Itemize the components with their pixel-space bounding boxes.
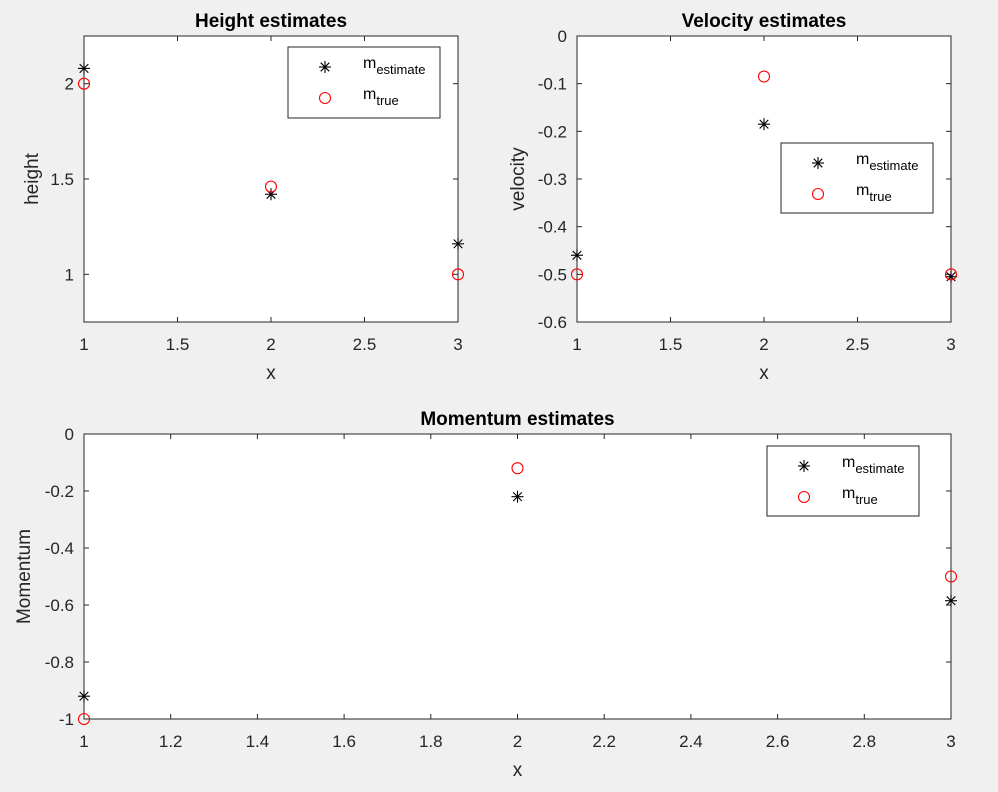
true-point — [77, 712, 91, 726]
y-axis-label: velocity — [508, 147, 529, 211]
y-tick-label: -0.8 — [45, 653, 74, 672]
y-tick-label: -0.2 — [45, 482, 74, 501]
legend-label-main: m — [856, 151, 869, 168]
x-tick-label: 1 — [79, 335, 88, 354]
momentum-chart: 1 1.2 1.4 1.6 1.8 2 2.2 2.4 2.6 2.8 3 -1 -0.8 -0.6 -0.… — [14, 409, 958, 781]
true-point — [757, 70, 771, 83]
estimate-point — [945, 594, 957, 607]
y-tick-label: -0.5 — [538, 265, 567, 284]
y-tick-label: 2 — [65, 75, 74, 94]
chart-title: Height estimates — [195, 11, 347, 32]
estimate-point — [78, 690, 90, 703]
y-tick-label: 0 — [65, 425, 74, 444]
legend-true-marker — [797, 490, 811, 504]
legend-label-main: m — [842, 485, 855, 502]
x-tick-label: 1 — [79, 732, 88, 751]
estimate-point — [571, 249, 583, 262]
x-axis-label: x — [266, 363, 276, 384]
legend-label-main: m — [856, 182, 869, 199]
legend-label-sub: true — [376, 93, 398, 108]
legend-label-main: m — [363, 55, 376, 72]
y-axis-label: height — [22, 152, 43, 204]
legend-entry-label: mestimate — [842, 454, 904, 476]
estimate-point — [945, 270, 957, 283]
x-tick-label: 2.5 — [353, 335, 377, 354]
x-tick-label: 3 — [946, 335, 955, 354]
chart-title: Velocity estimates — [682, 11, 847, 32]
true-point — [77, 77, 91, 90]
y-tick-label: -0.6 — [45, 596, 74, 615]
legend-entry-label: mestimate — [856, 151, 918, 173]
legend-label-sub: true — [855, 492, 877, 507]
x-tick-label: 2 — [266, 335, 275, 354]
x-tick-label: 1.2 — [159, 732, 183, 751]
estimate-point — [511, 490, 524, 503]
estimate-point — [452, 237, 464, 250]
legend-label-sub: true — [869, 189, 891, 204]
legend-label-main: m — [842, 454, 855, 471]
chart-title: Momentum estimates — [420, 409, 614, 430]
legend-entry-label: mtrue — [856, 182, 892, 204]
x-tick-label: 2.6 — [766, 732, 790, 751]
true-point — [264, 180, 278, 193]
true-point — [570, 268, 584, 281]
velocity-chart: 1 1.5 2 2.5 3 -0.6 -0.5 -0.4 -0.3 -0.2 -0.1 0 Veloci… — [508, 11, 958, 384]
true-point — [944, 570, 958, 583]
legend-box — [780, 142, 934, 214]
legend-entry-label: mestimate — [363, 55, 425, 77]
y-tick-label: 1.5 — [50, 170, 74, 189]
x-tick-label: 3 — [453, 335, 462, 354]
legend-true-marker — [318, 91, 332, 105]
estimate-point — [758, 118, 770, 131]
legend-label-sub: estimate — [855, 461, 904, 476]
legend-entry-label: mtrue — [842, 485, 878, 507]
x-tick-label: 2.8 — [852, 732, 876, 751]
x-tick-label: 2.5 — [846, 335, 870, 354]
true-point — [944, 268, 958, 281]
legend-estimate-marker — [812, 157, 824, 169]
legend-true-marker — [811, 187, 825, 201]
y-tick-label: -0.3 — [538, 170, 567, 189]
x-tick-label: 3 — [946, 732, 955, 751]
x-tick-label: 1.6 — [332, 732, 356, 751]
x-tick-label: 1.5 — [659, 335, 683, 354]
height-chart: 1 1.5 2 2.5 3 1 1.5 2 Height estimates x height mes… — [22, 11, 465, 384]
x-tick-label: 2 — [759, 335, 768, 354]
x-tick-label: 1.5 — [166, 335, 190, 354]
y-tick-label: -1 — [59, 710, 74, 729]
x-tick-label: 2 — [513, 732, 522, 751]
legend-entry-label: mtrue — [363, 86, 399, 108]
y-tick-label: -0.6 — [538, 313, 567, 332]
y-axis-label: Momentum — [14, 529, 35, 624]
x-tick-label: 2.2 — [592, 732, 616, 751]
true-point — [451, 268, 465, 281]
legend-estimate-marker — [798, 460, 810, 472]
x-axis-label: x — [759, 363, 769, 384]
y-tick-label: -0.1 — [538, 75, 567, 94]
legend-box — [766, 445, 920, 517]
y-tick-label: -0.4 — [538, 218, 567, 237]
legend-estimate-marker — [319, 61, 331, 73]
y-tick-label: -0.4 — [45, 539, 74, 558]
y-tick-label: 0 — [558, 27, 567, 46]
estimate-point — [78, 62, 90, 75]
x-tick-label: 1.4 — [246, 732, 270, 751]
y-tick-label: 1 — [65, 265, 74, 284]
y-tick-label: -0.2 — [538, 122, 567, 141]
true-point — [511, 462, 524, 475]
legend-box — [287, 46, 441, 119]
x-tick-label: 1 — [572, 335, 581, 354]
legend-label-sub: estimate — [869, 158, 918, 173]
x-axis-label: x — [513, 760, 523, 781]
x-tick-label: 2.4 — [679, 732, 703, 751]
x-tick-label: 1.8 — [419, 732, 443, 751]
legend-label-main: m — [363, 86, 376, 103]
legend-label-sub: estimate — [376, 62, 425, 77]
